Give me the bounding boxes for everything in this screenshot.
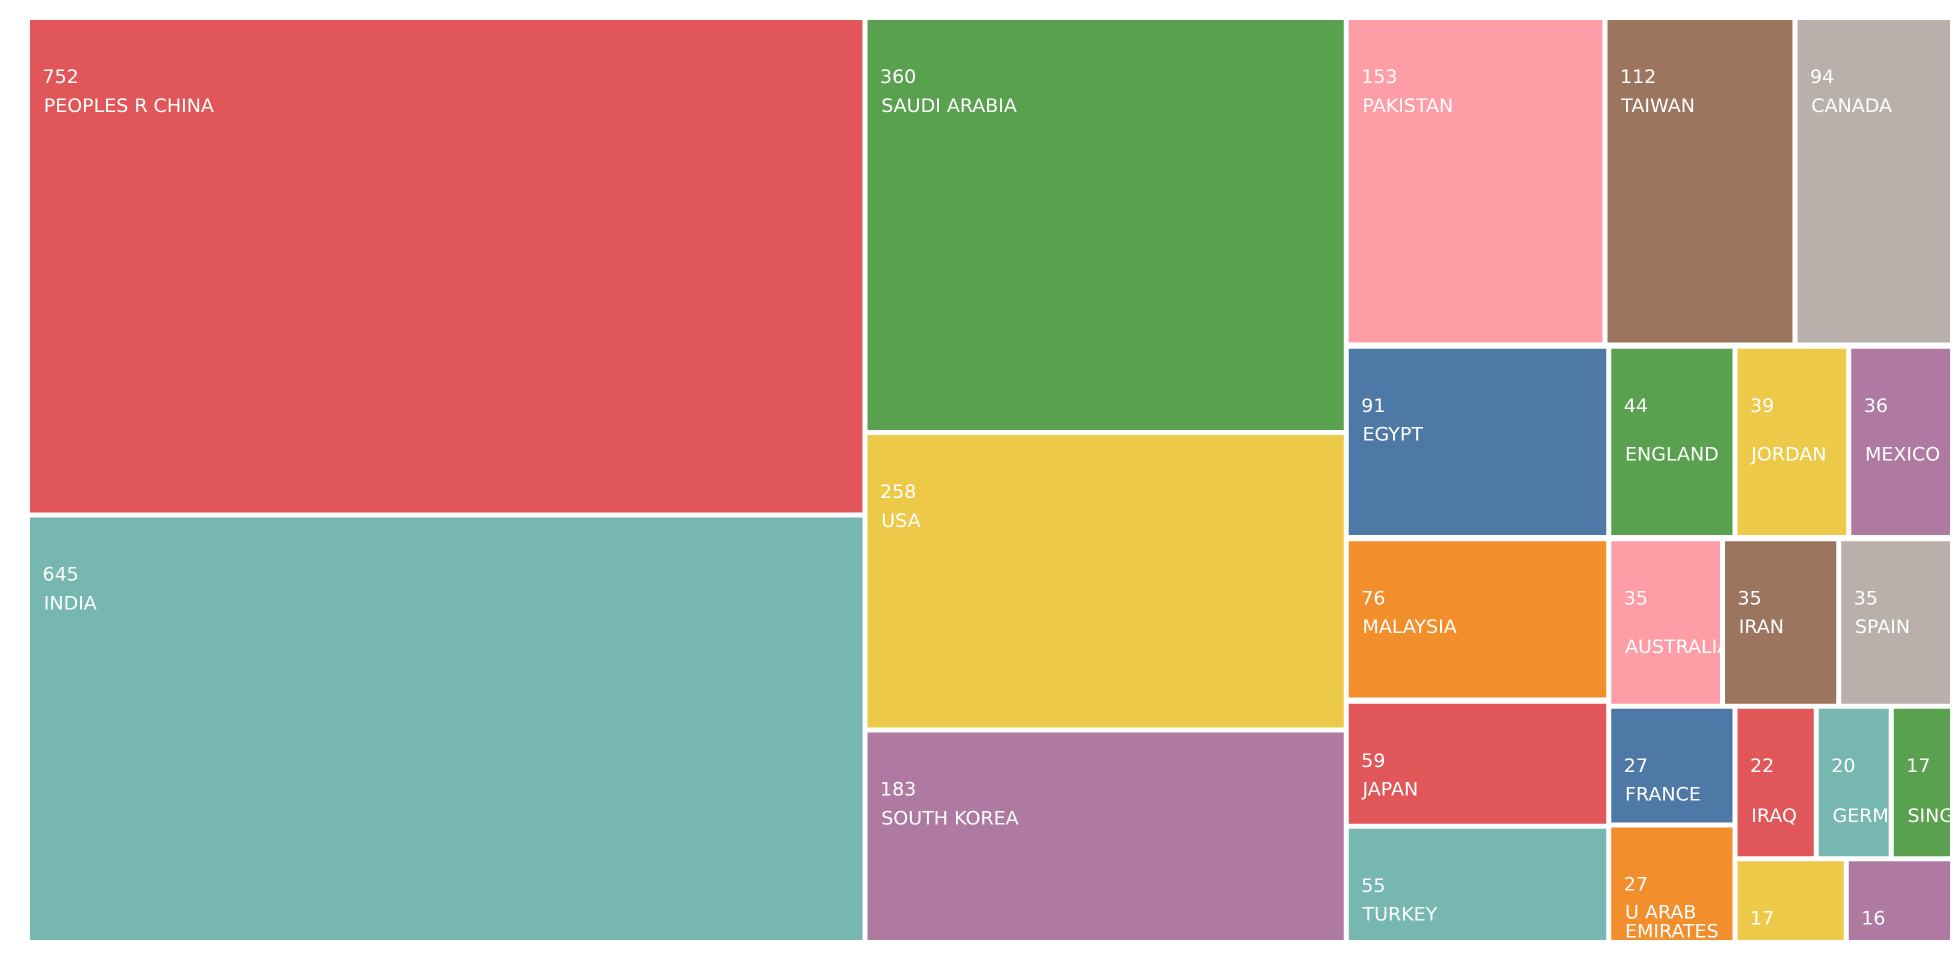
tile-labels: 91 EGYPT	[1361, 395, 1423, 446]
tile	[30, 20, 863, 513]
tile	[1348, 348, 1607, 535]
value-label: 44	[1624, 395, 1648, 417]
tile-labels: 112 TAIWAN	[1620, 66, 1695, 117]
category-label: PAKISTAN	[1363, 95, 1454, 117]
tile	[1348, 828, 1607, 940]
tile-labels: 35 SPAIN	[1854, 587, 1910, 638]
tile-labels: 36 MEXICO	[1864, 395, 1941, 466]
value-label: 55	[1361, 875, 1385, 897]
value-label: 16	[1861, 907, 1885, 929]
tile	[867, 20, 1344, 430]
value-label: 153	[1361, 66, 1397, 88]
tile-labels: 27 U ARAB EMIRATES	[1624, 874, 1719, 942]
value-label: 91	[1361, 395, 1385, 417]
category-label: CANADA	[1811, 95, 1892, 117]
value-label: 258	[880, 481, 916, 503]
category-label: SAUDI ARABIA	[881, 95, 1017, 117]
tile-labels: 35 AUSTRALIA	[1624, 587, 1730, 658]
category-label: TAIWAN	[1620, 95, 1695, 117]
tile-labels: 55 TURKEY	[1361, 875, 1437, 926]
tile	[1611, 348, 1733, 535]
tile-labels: 153 PAKISTAN	[1361, 66, 1453, 117]
category-label: EGYPT	[1363, 424, 1424, 446]
category-label: JORDAN	[1750, 444, 1826, 466]
category-label: PEOPLES R CHINA	[44, 95, 214, 117]
value-label: 17	[1906, 755, 1930, 777]
category-label: MALAYSIA	[1363, 616, 1457, 638]
tile	[1893, 708, 1950, 857]
value-label: 35	[1624, 587, 1648, 609]
tile	[1348, 703, 1607, 824]
tile-labels: 76 MALAYSIA	[1361, 587, 1456, 638]
value-label: 94	[1810, 66, 1834, 88]
tile	[1611, 708, 1733, 823]
category-label: SPAIN	[1855, 616, 1910, 638]
tile-labels: 44 ENGLAND	[1624, 395, 1719, 466]
category-label: INDIA	[44, 592, 97, 614]
tile-labels: 39 JORDAN	[1750, 395, 1827, 466]
category-label: GERMANY	[1833, 805, 1929, 827]
tile-labels: 16	[1861, 907, 1885, 929]
category-label: ENGLAND	[1625, 444, 1719, 466]
tile-labels: 183 SOUTH KOREA	[880, 779, 1019, 830]
tile-labels: 258 USA	[880, 481, 921, 532]
tile	[1737, 348, 1847, 535]
tile	[1818, 708, 1889, 857]
tile	[1737, 861, 1844, 940]
tile	[1851, 348, 1950, 535]
tile	[1797, 20, 1950, 343]
tile-labels: 20 GERMANY	[1831, 755, 1929, 827]
value-label: 27	[1624, 755, 1648, 777]
value-label: 17	[1750, 907, 1774, 929]
category-label: TURKEY	[1362, 904, 1438, 926]
tile-labels: 59 JAPAN	[1361, 750, 1418, 801]
value-label: 752	[43, 66, 79, 88]
category-label: AUSTRALIA	[1625, 636, 1730, 658]
tile	[1725, 541, 1837, 704]
value-label: 645	[43, 564, 79, 586]
tile	[1611, 541, 1720, 704]
value-label: 22	[1750, 755, 1774, 777]
tile	[867, 435, 1344, 728]
value-label: 39	[1750, 395, 1774, 417]
category-label: IRAN	[1739, 616, 1784, 638]
tile-labels: 35 IRAN	[1738, 587, 1785, 638]
tile	[1848, 861, 1950, 940]
value-label: 59	[1361, 750, 1385, 772]
value-label: 183	[880, 779, 916, 801]
tile	[1611, 827, 1733, 940]
value-label: 35	[1738, 587, 1762, 609]
tile-labels: 22 IRAQ	[1750, 755, 1797, 827]
tile-labels: 360 SAUDI ARABIA	[880, 66, 1017, 117]
category-label: SINGAPORE	[1908, 805, 1960, 827]
tile-labels: 17	[1750, 907, 1774, 929]
value-label: 76	[1361, 587, 1385, 609]
category-label: FRANCE	[1625, 784, 1701, 806]
tile	[30, 517, 863, 940]
category-label: USA	[881, 510, 920, 532]
tile-labels: 17 SINGAPORE	[1906, 755, 1960, 827]
tile-labels: 94 CANADA	[1810, 66, 1892, 117]
value-label: 36	[1864, 395, 1888, 417]
tile	[1737, 708, 1814, 857]
value-label: 112	[1620, 66, 1656, 88]
category-label: U ARAB EMIRATES	[1625, 901, 1719, 942]
category-label: MEXICO	[1865, 444, 1940, 466]
tile	[1841, 541, 1950, 704]
tile	[1607, 20, 1793, 343]
tile	[1348, 20, 1603, 343]
value-label: 20	[1831, 755, 1855, 777]
category-label: IRAQ	[1751, 805, 1797, 827]
tile-labels: 752 PEOPLES R CHINA	[43, 66, 214, 117]
tile-labels: 645 INDIA	[43, 564, 97, 615]
tile	[867, 732, 1344, 940]
value-label: 360	[880, 66, 916, 88]
tile	[1348, 541, 1607, 698]
category-label: SOUTH KOREA	[881, 807, 1018, 829]
value-label: 35	[1854, 587, 1878, 609]
category-label: JAPAN	[1362, 779, 1419, 801]
tile-labels: 27 FRANCE	[1624, 755, 1701, 806]
value-label: 27	[1624, 874, 1648, 896]
